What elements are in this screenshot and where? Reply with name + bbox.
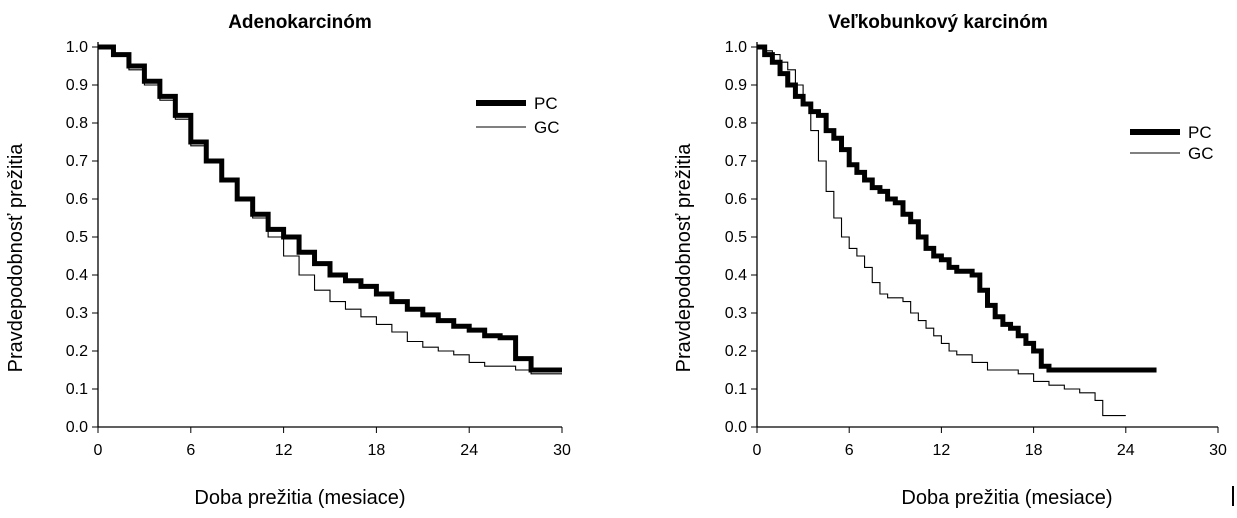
y-tick-label: 0.3 (66, 305, 88, 322)
x-tick-label: 18 (368, 442, 386, 459)
chart-panel-adenocarcinoma: Adenokarcinóm Pravdepodobnosť prežitia D… (0, 0, 600, 518)
x-tick-label: 0 (94, 442, 103, 459)
series-line-pc (98, 44, 562, 373)
km-chart-large-cell-carcinoma: Veľkobunkový karcinóm Pravdepodobnosť pr… (673, 12, 1227, 509)
y-tick-label: 0.7 (725, 153, 747, 170)
y-tick-label: 0.6 (725, 191, 747, 208)
legend-label-pc: PC (1188, 123, 1212, 142)
y-tick-label: 0.1 (66, 381, 88, 398)
x-tick-label: 30 (553, 442, 571, 459)
legend-label-pc: PC (534, 94, 558, 113)
x-tick-label: 24 (460, 442, 478, 459)
series-line-pc (757, 44, 1157, 373)
y-tick-label: 0.7 (66, 153, 88, 170)
y-tick-label: 0.4 (66, 267, 88, 284)
y-tick-label: 1.0 (66, 39, 88, 56)
y-tick-label: 1.0 (725, 39, 747, 56)
y-tick-label: 0.2 (66, 343, 88, 360)
x-tick-label: 18 (1025, 442, 1043, 459)
y-tick-label: 0.8 (725, 115, 747, 132)
y-tick-label: 0.1 (725, 381, 747, 398)
x-tick-label: 12 (933, 442, 951, 459)
y-tick-label: 0.0 (725, 419, 747, 436)
y-tick-label: 0.9 (66, 77, 88, 94)
series-line-gc (757, 46, 1126, 417)
legend-label-gc: GC (534, 118, 560, 137)
chart-panel-large-cell-carcinoma: Veľkobunkový karcinóm Pravdepodobnosť pr… (630, 0, 1237, 518)
x-tick-label: 6 (186, 442, 195, 459)
x-tick-label: 6 (845, 442, 854, 459)
y-tick-label: 0.0 (66, 419, 88, 436)
y-tick-label: 0.6 (66, 191, 88, 208)
x-tick-label: 0 (753, 442, 762, 459)
y-tick-label: 0.3 (725, 305, 747, 322)
chart-title: Adenokarcinóm (228, 12, 372, 33)
chart-title: Veľkobunkový karcinóm (828, 12, 1048, 33)
x-axis-label: Doba prežitia (mesiace) (194, 487, 405, 509)
x-tick-label: 30 (1209, 442, 1227, 459)
x-axis-label: Doba prežitia (mesiace) (901, 487, 1112, 509)
series-line-gc (98, 46, 562, 375)
legend-label-gc: GC (1188, 144, 1214, 163)
edge-mark (1232, 486, 1234, 506)
y-tick-label: 0.5 (725, 229, 747, 246)
y-tick-label: 0.9 (725, 77, 747, 94)
y-tick-label: 0.8 (66, 115, 88, 132)
y-axis-label: Pravdepodobnosť prežitia (5, 143, 27, 373)
y-tick-label: 0.5 (66, 229, 88, 246)
y-tick-label: 0.4 (725, 267, 747, 284)
x-tick-label: 12 (275, 442, 293, 459)
km-chart-adenocarcinoma: Adenokarcinóm Pravdepodobnosť prežitia D… (5, 12, 571, 509)
x-tick-label: 24 (1117, 442, 1135, 459)
y-axis-label: Pravdepodobnosť prežitia (673, 143, 695, 373)
y-tick-label: 0.2 (725, 343, 747, 360)
